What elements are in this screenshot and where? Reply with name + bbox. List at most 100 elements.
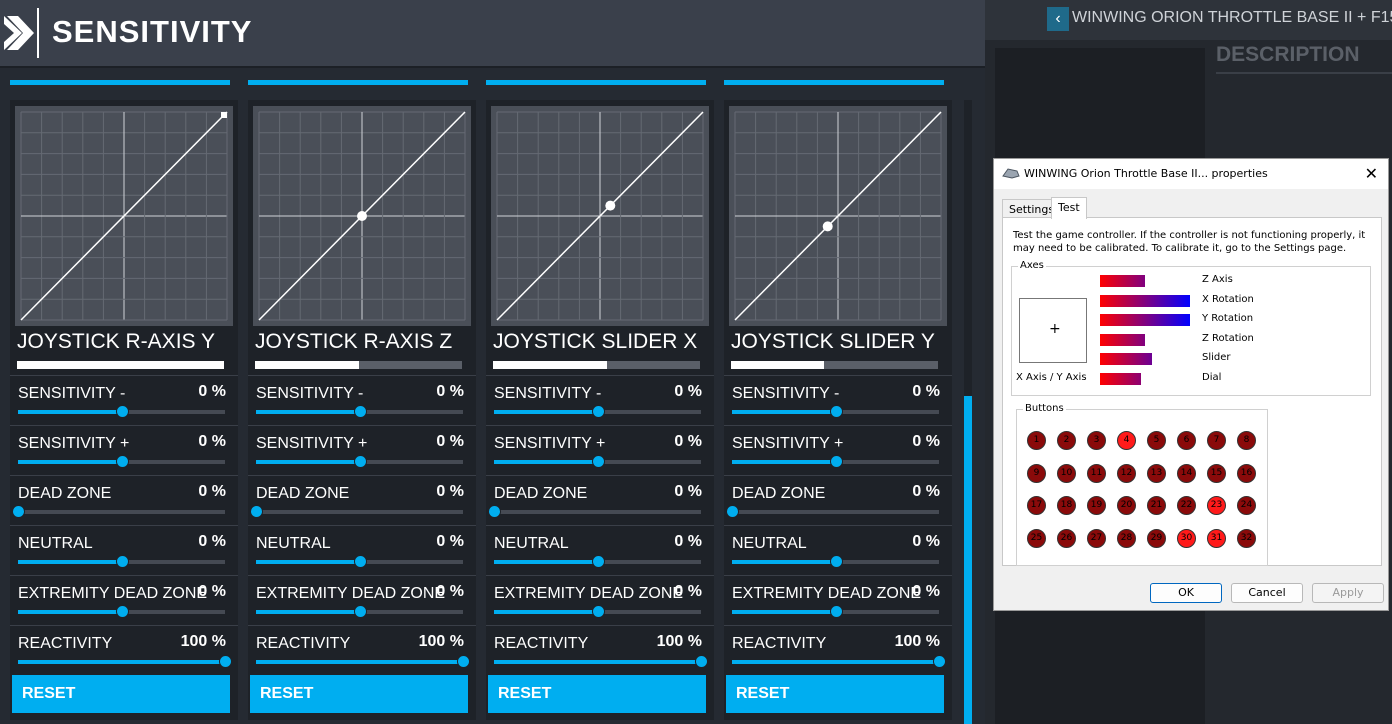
scrollbar[interactable] xyxy=(964,100,972,724)
setting-slider[interactable] xyxy=(12,505,225,518)
setting-slider[interactable] xyxy=(256,555,463,568)
column-top-bar xyxy=(724,80,944,85)
axis-panel: JOYSTICK R-AXIS Z SENSITIVITY -0 % SENSITI… xyxy=(248,100,476,720)
slider-knob[interactable] xyxy=(353,555,367,568)
setting-slider[interactable] xyxy=(18,555,225,568)
buttons-group: Buttons 1 2 3 4 5 6 7 8 9 10 11 12 13 14 15 16 17 18 19 20 2… xyxy=(1016,403,1268,566)
setting-slider[interactable] xyxy=(250,505,463,518)
button-indicator: 23 xyxy=(1207,496,1226,515)
back-chevron-icon[interactable] xyxy=(4,6,44,60)
game-controller-icon xyxy=(1002,168,1020,179)
slider-fill xyxy=(18,410,122,414)
slider-knob[interactable] xyxy=(457,655,470,668)
slider-fill xyxy=(732,460,836,464)
button-indicator: 17 xyxy=(1027,496,1046,515)
setting-slider[interactable] xyxy=(18,405,225,418)
slider-fill xyxy=(18,610,122,614)
dialog-title: WINWING Orion Throttle Base II... proper… xyxy=(1024,167,1268,180)
slider-knob[interactable] xyxy=(115,605,129,618)
axis-name: JOYSTICK R-AXIS Z xyxy=(255,330,453,353)
setting-slider[interactable] xyxy=(18,455,225,468)
slider-knob[interactable] xyxy=(115,405,129,418)
reset-button[interactable]: RESET xyxy=(12,675,230,713)
slider-knob[interactable] xyxy=(591,405,605,418)
setting-value: 0 % xyxy=(198,583,226,600)
close-icon[interactable]: ✕ xyxy=(1364,164,1378,183)
slider-knob[interactable] xyxy=(726,505,739,518)
slider-knob[interactable] xyxy=(250,505,263,518)
response-curve-graph xyxy=(491,106,709,326)
ok-button[interactable]: OK xyxy=(1150,583,1222,603)
slider-knob[interactable] xyxy=(353,455,367,468)
slider-knob[interactable] xyxy=(12,505,25,518)
setting-slider[interactable] xyxy=(494,405,701,418)
page-title: SENSITIVITY xyxy=(52,14,253,49)
slider-knob[interactable] xyxy=(829,555,843,568)
slider-knob[interactable] xyxy=(488,505,501,518)
button-indicator: 29 xyxy=(1147,528,1166,548)
crosshair-icon: + xyxy=(1049,321,1061,337)
slider-knob[interactable] xyxy=(591,455,605,468)
setting-slider[interactable] xyxy=(494,555,701,568)
setting-slider[interactable] xyxy=(18,605,225,618)
setting-slider[interactable] xyxy=(494,605,701,618)
slider-knob[interactable] xyxy=(933,655,946,668)
setting-slider[interactable] xyxy=(494,655,708,668)
slider-knob[interactable] xyxy=(829,605,843,618)
slider-knob[interactable] xyxy=(353,405,367,418)
slider-knob[interactable] xyxy=(219,655,232,668)
slider-knob[interactable] xyxy=(353,605,367,618)
setting-row: REACTIVITY 100 % xyxy=(724,625,952,675)
setting-value: 0 % xyxy=(674,383,702,400)
slider-knob[interactable] xyxy=(829,405,843,418)
button-indicator: 9 xyxy=(1027,463,1046,483)
axis-column: JOYSTICK R-AXIS Y SENSITIVITY -0 % SENSITI… xyxy=(10,68,244,724)
reset-button[interactable]: RESET xyxy=(250,675,468,713)
setting-row: NEUTRAL 0 % xyxy=(724,525,952,575)
button-indicator: 4 xyxy=(1117,431,1136,450)
tab-test[interactable]: Test xyxy=(1051,197,1087,219)
chevron-left-icon[interactable]: ‹ xyxy=(1047,7,1069,31)
cancel-button[interactable]: Cancel xyxy=(1231,583,1303,603)
slider-fill xyxy=(494,560,598,564)
tab-settings[interactable]: Settings xyxy=(1002,199,1062,217)
button-indicator: 5 xyxy=(1147,431,1166,450)
slider-knob[interactable] xyxy=(829,455,843,468)
button-indicator: 22 xyxy=(1177,496,1196,515)
button-indicator: 25 xyxy=(1027,528,1046,548)
slider-knob[interactable] xyxy=(115,455,129,468)
axis-level-fill xyxy=(1100,372,1141,385)
setting-slider[interactable] xyxy=(488,505,701,518)
setting-value: 0 % xyxy=(436,433,464,450)
setting-row: DEAD ZONE 0 % xyxy=(248,475,476,525)
slider-knob[interactable] xyxy=(695,655,708,668)
setting-slider[interactable] xyxy=(256,455,463,468)
setting-slider[interactable] xyxy=(256,605,463,618)
setting-slider[interactable] xyxy=(732,405,939,418)
setting-slider[interactable] xyxy=(726,505,939,518)
scrollbar-thumb[interactable] xyxy=(964,396,972,724)
apply-button[interactable]: Apply xyxy=(1312,583,1384,603)
axis-name: JOYSTICK SLIDER Y xyxy=(731,330,935,353)
setting-slider[interactable] xyxy=(732,655,946,668)
setting-slider[interactable] xyxy=(494,455,701,468)
axis-level-bar xyxy=(1100,333,1190,346)
setting-slider[interactable] xyxy=(256,405,463,418)
slider-knob[interactable] xyxy=(591,605,605,618)
reset-button[interactable]: RESET xyxy=(726,675,944,713)
device-title[interactable]: WINWING ORION THROTTLE BASE II + F15EX xyxy=(1072,9,1392,26)
slider-fill xyxy=(494,460,598,464)
setting-slider[interactable] xyxy=(732,455,939,468)
setting-row: NEUTRAL 0 % xyxy=(486,525,714,575)
axis-level-label: Y Rotation xyxy=(1202,313,1254,324)
button-indicator: 26 xyxy=(1057,528,1076,548)
reset-button[interactable]: RESET xyxy=(488,675,706,713)
setting-slider[interactable] xyxy=(256,655,470,668)
slider-knob[interactable] xyxy=(591,555,605,568)
axis-level-fill xyxy=(1100,333,1145,346)
setting-slider[interactable] xyxy=(732,605,939,618)
setting-slider[interactable] xyxy=(732,555,939,568)
setting-row: SENSITIVITY - 0 % xyxy=(248,375,476,425)
setting-slider[interactable] xyxy=(18,655,232,668)
slider-knob[interactable] xyxy=(115,555,129,568)
